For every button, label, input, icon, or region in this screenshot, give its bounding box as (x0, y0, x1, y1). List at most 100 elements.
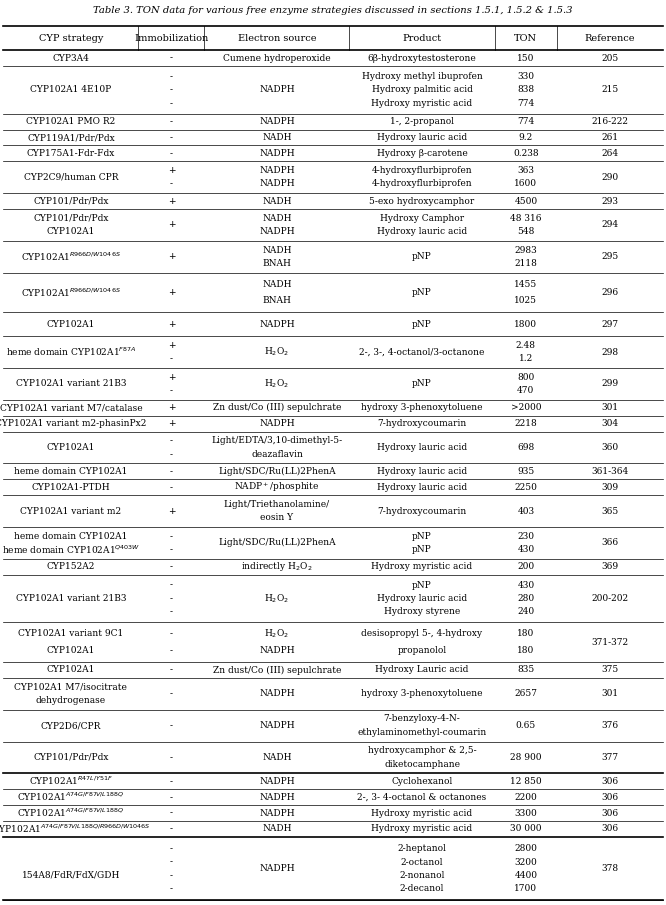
Text: 7-hydroxycoumarin: 7-hydroxycoumarin (378, 507, 467, 516)
Text: 205: 205 (601, 53, 619, 62)
Text: 304: 304 (601, 419, 619, 428)
Text: 30 000: 30 000 (510, 824, 541, 834)
Text: +: + (168, 252, 175, 262)
Text: 430: 430 (517, 581, 534, 590)
Text: NADPH: NADPH (259, 721, 295, 730)
Text: 290: 290 (601, 173, 619, 182)
Text: Hydroxy methyl ibuprofen: Hydroxy methyl ibuprofen (362, 72, 482, 81)
Text: BNAH: BNAH (262, 259, 292, 268)
Text: -: - (170, 665, 173, 674)
Text: eosin Y: eosin Y (260, 513, 294, 522)
Text: -: - (170, 793, 173, 802)
Text: -: - (170, 117, 173, 126)
Text: CYP102A1$^{R966D/W1046S}$: CYP102A1$^{R966D/W1046S}$ (21, 286, 121, 299)
Text: -: - (170, 354, 173, 363)
Text: CYP102A1 M7/isocitrate: CYP102A1 M7/isocitrate (15, 682, 127, 691)
Text: 4-hydroxyflurbiprofen: 4-hydroxyflurbiprofen (372, 167, 472, 175)
Text: Hydroxy myristic acid: Hydroxy myristic acid (372, 808, 473, 817)
Text: +: + (168, 341, 175, 350)
Text: Table 3. TON data for various free enzyme strategies discussed in sections 1.5.1: Table 3. TON data for various free enzym… (93, 6, 573, 15)
Text: 430: 430 (517, 545, 534, 554)
Text: CYP2D6/CPR: CYP2D6/CPR (41, 721, 101, 730)
Text: 360: 360 (601, 443, 619, 452)
Text: 306: 306 (601, 808, 619, 817)
Text: NADH: NADH (262, 753, 292, 762)
Text: CYP102A1 variant 9C1: CYP102A1 variant 9C1 (18, 629, 123, 638)
Text: 470: 470 (517, 386, 535, 395)
Text: -: - (170, 581, 173, 590)
Text: Hydroxy myristic acid: Hydroxy myristic acid (372, 824, 473, 834)
Text: 7-benzyloxy-4-N-: 7-benzyloxy-4-N- (384, 714, 460, 723)
Text: -: - (170, 629, 173, 638)
Text: deazaflavin: deazaflavin (251, 450, 303, 459)
Text: NADPH: NADPH (259, 319, 295, 329)
Text: CYP152A2: CYP152A2 (47, 562, 95, 571)
Text: H$_2$O$_2$: H$_2$O$_2$ (264, 346, 290, 358)
Text: CYP175A1-Fdr-Fdx: CYP175A1-Fdr-Fdx (27, 149, 115, 157)
Text: NADPH: NADPH (259, 793, 295, 802)
Text: pNP: pNP (412, 531, 432, 540)
Text: -: - (170, 482, 173, 491)
Text: Light/Triethanolamine/: Light/Triethanolamine/ (224, 500, 330, 509)
Text: CYP strategy: CYP strategy (39, 33, 103, 43)
Text: NADPH: NADPH (259, 646, 295, 655)
Text: +: + (168, 221, 175, 230)
Text: Hydroxy lauric acid: Hydroxy lauric acid (377, 467, 467, 476)
Text: CYP102A1: CYP102A1 (47, 665, 95, 674)
Text: 6β-hydroxytestosterone: 6β-hydroxytestosterone (368, 53, 476, 62)
Text: 0.65: 0.65 (515, 721, 536, 730)
Text: CYP102A1 variant m2: CYP102A1 variant m2 (21, 507, 121, 516)
Text: 838: 838 (517, 85, 534, 94)
Text: 28 900: 28 900 (510, 753, 541, 762)
Text: NADPH: NADPH (259, 167, 295, 175)
Text: 378: 378 (601, 864, 619, 873)
Text: CYP102A1: CYP102A1 (47, 646, 95, 655)
Text: 280: 280 (517, 594, 534, 603)
Text: H$_2$O$_2$: H$_2$O$_2$ (264, 592, 290, 605)
Text: 297: 297 (601, 319, 619, 329)
Text: 4-hydroxyflurbiprofen: 4-hydroxyflurbiprofen (372, 179, 472, 188)
Text: Cumene hydroperoxide: Cumene hydroperoxide (223, 53, 331, 62)
Text: 330: 330 (517, 72, 534, 81)
Text: CYP102A1 PMO R2: CYP102A1 PMO R2 (26, 117, 115, 126)
Text: 2-, 3- 4-octanol & octanones: 2-, 3- 4-octanol & octanones (358, 793, 487, 802)
Text: 376: 376 (601, 721, 619, 730)
Text: ethylaminomethyl-coumarin: ethylaminomethyl-coumarin (358, 728, 487, 737)
Text: 9.2: 9.2 (519, 133, 533, 142)
Text: H$_2$O$_2$: H$_2$O$_2$ (264, 377, 290, 390)
Text: Light/SDC/Ru(LL)2PhenA: Light/SDC/Ru(LL)2PhenA (218, 467, 336, 476)
Text: 1-, 2-propanol: 1-, 2-propanol (390, 117, 454, 126)
Text: 361-364: 361-364 (591, 467, 629, 476)
Text: CYP101/Pdr/Pdx: CYP101/Pdr/Pdx (33, 214, 109, 223)
Text: 800: 800 (517, 373, 535, 382)
Text: 48 316: 48 316 (510, 214, 541, 223)
Text: 1025: 1025 (514, 296, 537, 305)
Text: -: - (170, 721, 173, 730)
Text: 295: 295 (601, 252, 619, 262)
Text: -: - (170, 450, 173, 459)
Text: 2-heptanol: 2-heptanol (398, 844, 446, 853)
Text: CYP101/Pdr/Pdx: CYP101/Pdr/Pdx (33, 196, 109, 205)
Text: -: - (170, 753, 173, 762)
Text: Hydroxy myristic acid: Hydroxy myristic acid (372, 562, 473, 571)
Text: Hydroxy lauric acid: Hydroxy lauric acid (377, 594, 467, 603)
Text: 365: 365 (601, 507, 619, 516)
Text: pNP: pNP (412, 379, 432, 388)
Text: 403: 403 (517, 507, 534, 516)
Text: propanolol: propanolol (398, 646, 447, 655)
Text: 4500: 4500 (514, 196, 537, 205)
Text: CYP101/Pdr/Pdx: CYP101/Pdr/Pdx (33, 753, 109, 762)
Text: indirectly H$_2$O$_2$: indirectly H$_2$O$_2$ (241, 560, 313, 573)
Text: 377: 377 (601, 753, 619, 762)
Text: 293: 293 (601, 196, 619, 205)
Text: heme domain CYP102A1$^{Q403W}$: heme domain CYP102A1$^{Q403W}$ (2, 543, 140, 556)
Text: NADH: NADH (262, 214, 292, 223)
Text: NADPH: NADPH (259, 808, 295, 817)
Text: -: - (170, 690, 173, 699)
Text: +: + (168, 319, 175, 329)
Text: Hydroxy Camphor: Hydroxy Camphor (380, 214, 464, 223)
Text: -: - (170, 149, 173, 157)
Text: 309: 309 (601, 482, 619, 491)
Text: 2-octanol: 2-octanol (401, 858, 444, 866)
Text: CYP102A1 variant m2-phasinPx2: CYP102A1 variant m2-phasinPx2 (0, 419, 147, 428)
